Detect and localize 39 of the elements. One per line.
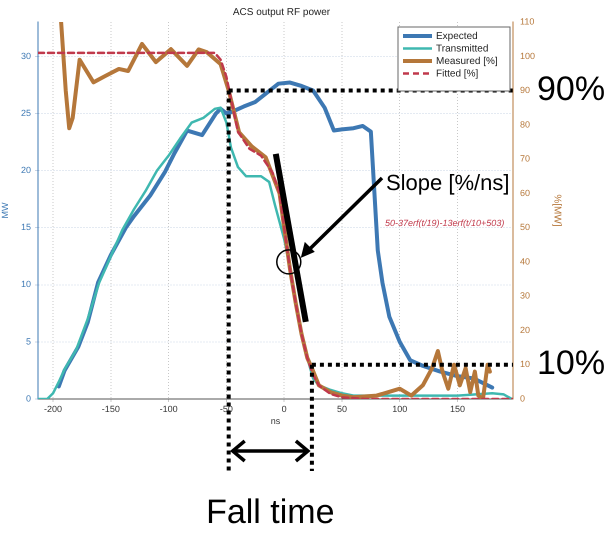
y-tick-label: 15 (20, 222, 31, 232)
text: Fall time (206, 493, 335, 531)
annotation: 50-37erf(t/19)-13erf(t/10+503) (385, 218, 504, 228)
ref-line-label: 90% (537, 70, 606, 108)
legend-label: Expected (436, 30, 478, 42)
y-tick-label: 10 (20, 279, 31, 290)
annotation: Slope [%/ns] (386, 170, 510, 195)
x-tick-label: -100 (160, 404, 178, 414)
y-tick-label: 5 (26, 336, 31, 346)
x-tick-label: 0 (282, 404, 287, 414)
chart-title: ACS output RF power (232, 6, 331, 18)
legend-label: Transmitted (436, 43, 488, 54)
y-tick-label: 0 (26, 393, 31, 404)
legend-label: Measured [%] (436, 56, 498, 67)
x-tick-label: 50 (336, 404, 347, 414)
y-tick-label: 30 (20, 50, 31, 61)
y-tick-label: 20 (20, 165, 31, 175)
y2-axis-title: %[MW] (551, 194, 562, 227)
y2-tick-label: 40 (520, 256, 530, 266)
x-axis-title: ns (270, 416, 281, 426)
y2-tick-label: 0 (520, 393, 526, 404)
y-axis-title: MW (0, 202, 10, 218)
y2-tick-label: 60 (520, 188, 530, 198)
y2-tick-label: 100 (520, 50, 536, 61)
y2-tick-label: 50 (520, 222, 530, 232)
y2-tick-label: 30 (520, 290, 530, 301)
ref-line-label: 10% (537, 344, 606, 382)
x-tick-label: -200 (44, 404, 62, 414)
x-tick-label: -150 (102, 404, 120, 414)
y2-tick-label: 110 (520, 16, 534, 26)
y2-tick-label: 90 (520, 85, 530, 96)
x-tick-label: 100 (392, 404, 408, 414)
x-tick-label: 150 (450, 404, 466, 414)
y2-tick-label: 10 (520, 359, 530, 370)
y2-tick-label: 80 (520, 119, 530, 130)
legend-label: Fitted [%] (436, 68, 478, 80)
y2-tick-label: 20 (520, 324, 530, 335)
y2-tick-label: 70 (520, 154, 530, 164)
y-tick-label: 25 (20, 108, 31, 118)
